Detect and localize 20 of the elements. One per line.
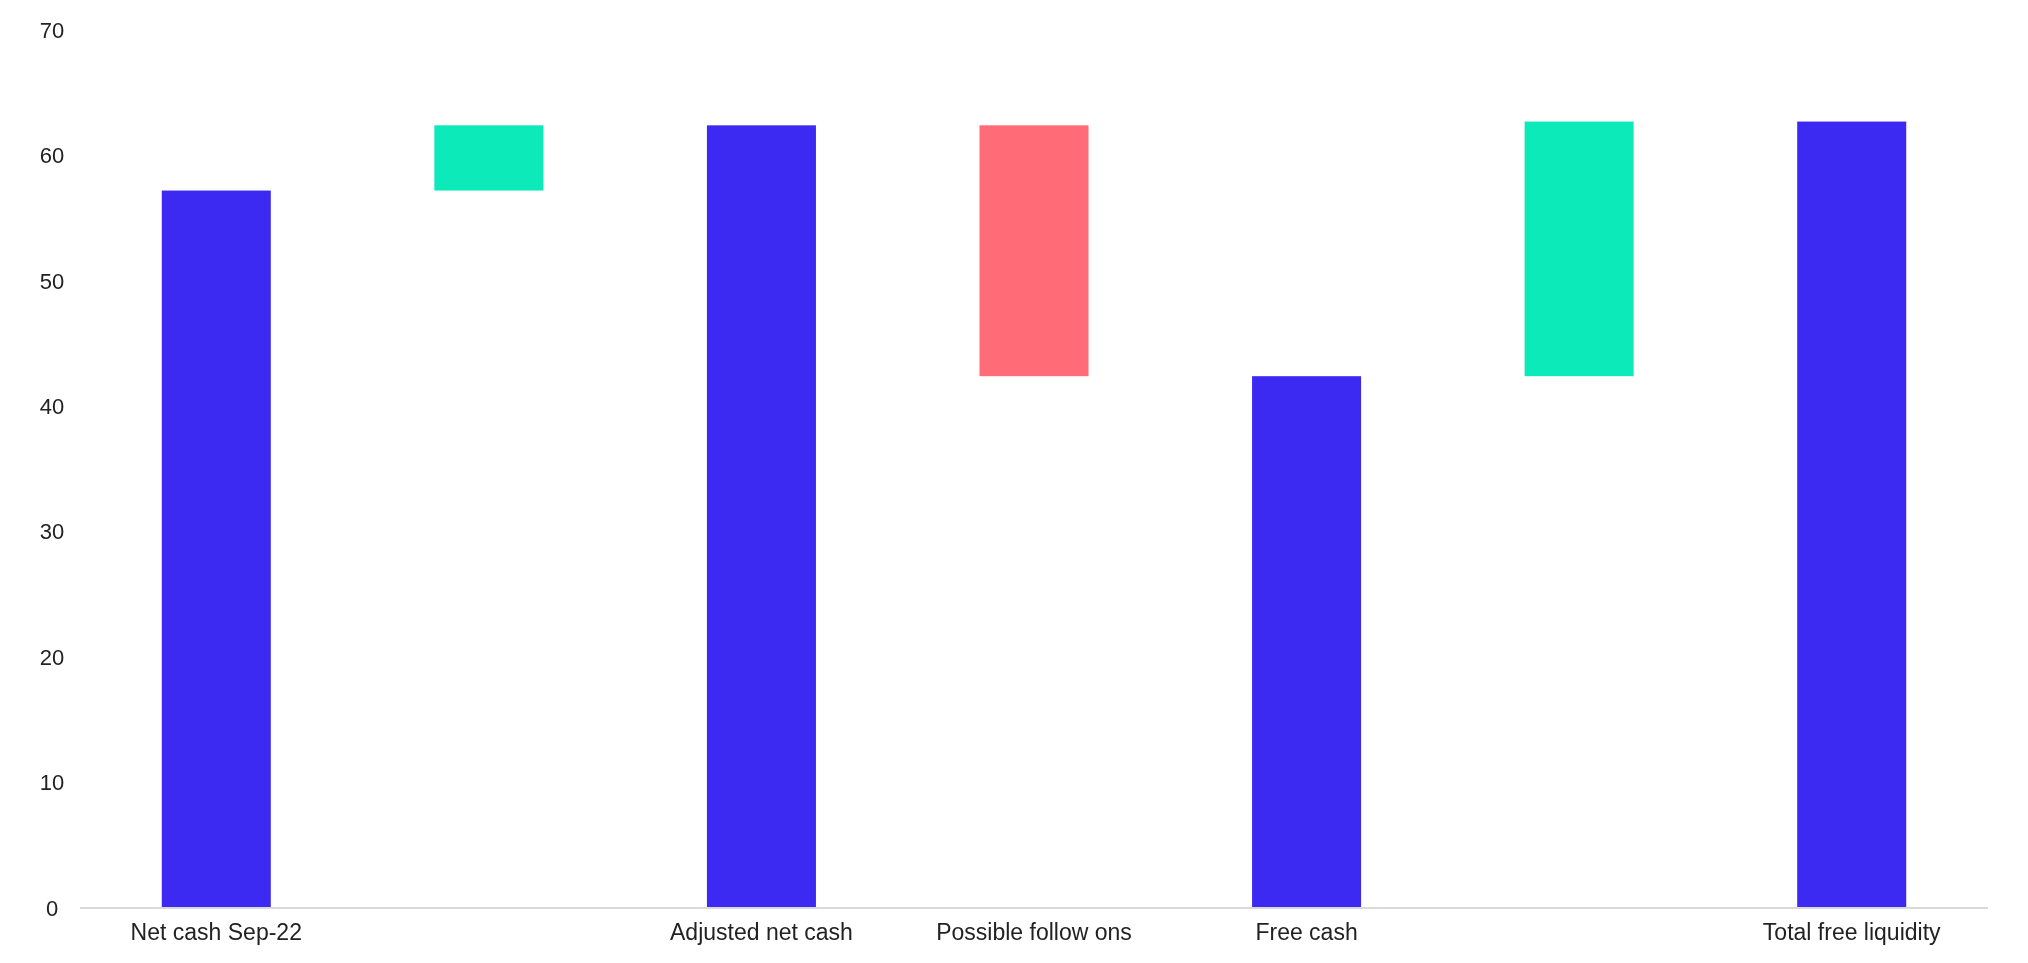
bar <box>1252 376 1362 908</box>
bar <box>434 125 544 191</box>
bar <box>1524 121 1634 377</box>
x-tick-label: Possible follow ons <box>936 919 1132 945</box>
x-tick-label: Total free liquidity <box>1762 919 1942 945</box>
y-tick-label: 10 <box>39 770 65 796</box>
y-tick-label: 60 <box>39 143 65 169</box>
y-tick-label: 0 <box>45 895 59 921</box>
y-tick-label: 70 <box>39 17 65 43</box>
y-tick-label: 50 <box>39 268 65 294</box>
bar <box>161 190 271 908</box>
x-tick-label: Adjusted net cash <box>670 919 853 945</box>
y-tick-label: 20 <box>39 644 65 670</box>
bar <box>979 125 1089 377</box>
x-tick-label: Free cash <box>1255 919 1358 945</box>
bar <box>706 125 816 908</box>
bar <box>1797 121 1907 908</box>
x-tick-label: Net cash Sep-22 <box>130 919 302 945</box>
y-tick-label: 40 <box>39 393 65 419</box>
y-tick-label: 30 <box>39 519 65 545</box>
